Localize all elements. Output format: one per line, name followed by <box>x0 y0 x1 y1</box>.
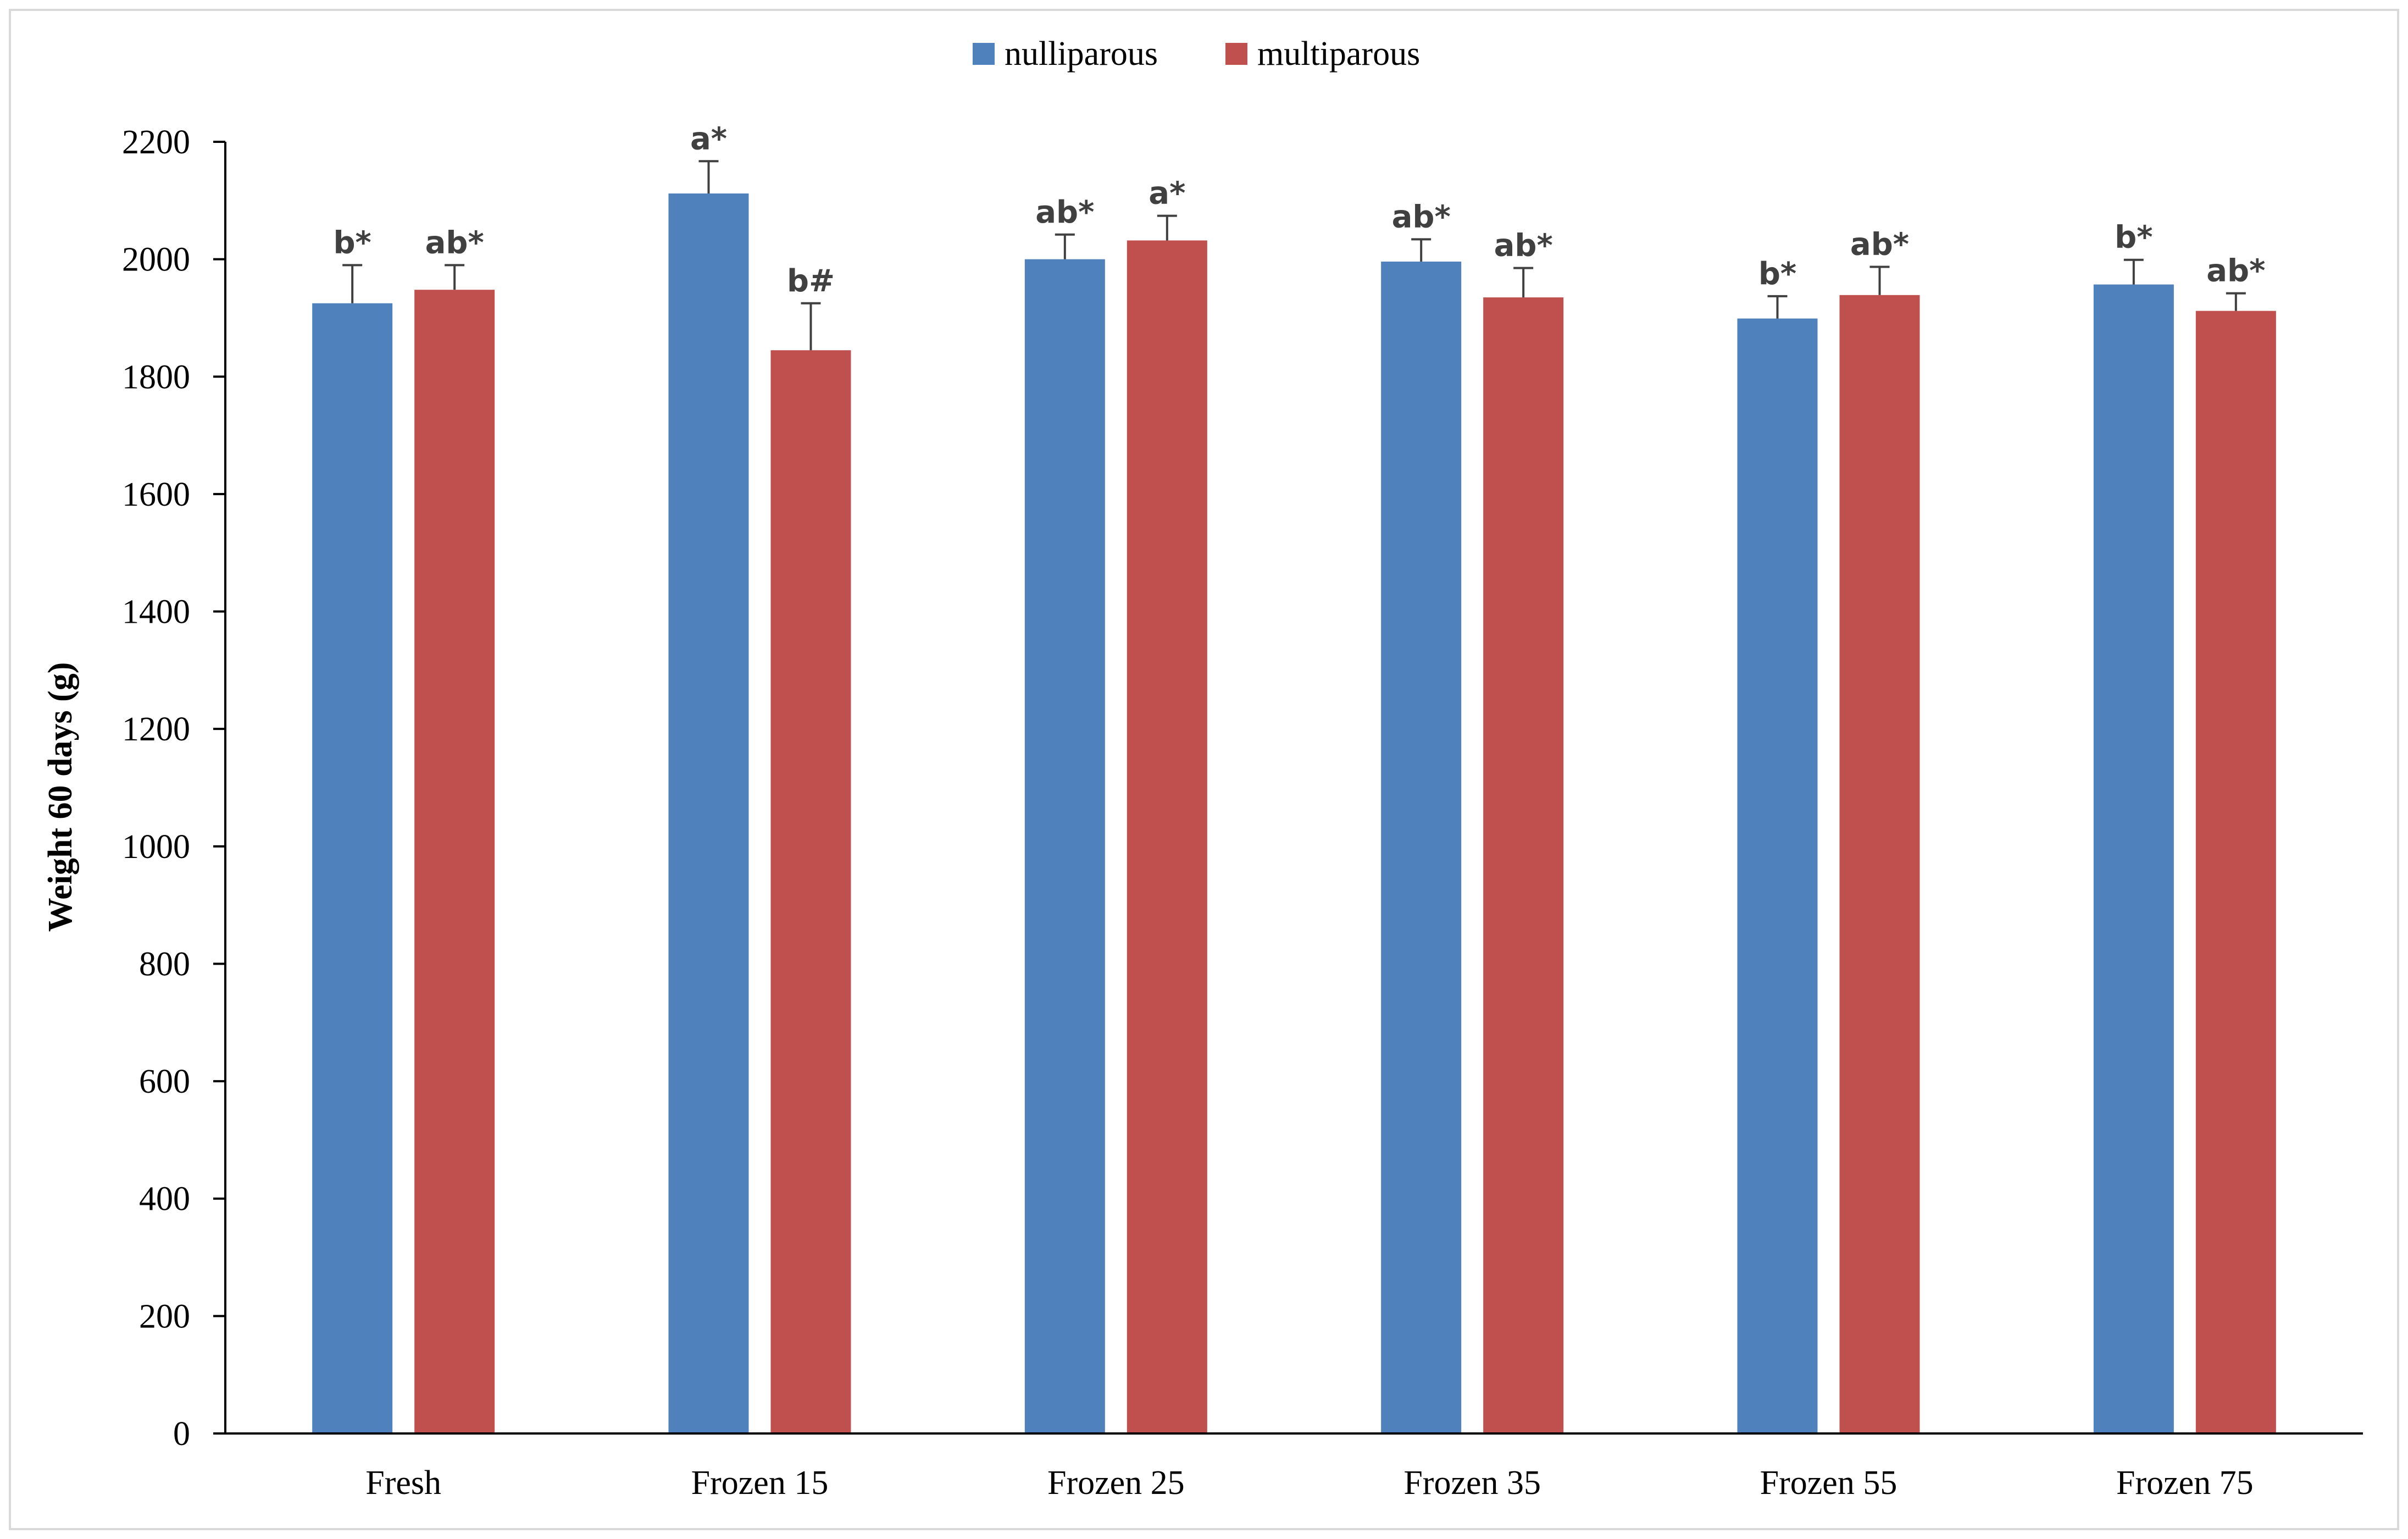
x-tick-label: Frozen 15 <box>691 1464 829 1502</box>
y-tick-label: 200 <box>139 1298 190 1335</box>
x-tick-label: Frozen 55 <box>1760 1464 1897 1502</box>
bar-nulliparous <box>312 303 393 1433</box>
bar-multiparous <box>2195 311 2276 1433</box>
bar-multiparous <box>1839 295 1920 1434</box>
legend-swatch-multiparous <box>1225 43 1247 65</box>
x-tick-label: Frozen 35 <box>1403 1464 1541 1502</box>
significance-label: ab* <box>2206 253 2265 289</box>
significance-label: b# <box>787 263 835 299</box>
bar-multiparous <box>1483 297 1564 1434</box>
significance-label: a* <box>690 121 727 157</box>
legend-label-nulliparous: nulliparous <box>1005 35 1158 73</box>
x-tick-label: Frozen 25 <box>1047 1464 1185 1502</box>
y-tick-label: 1800 <box>122 358 190 396</box>
significance-label: ab* <box>1035 195 1094 230</box>
y-tick-label: 1000 <box>122 828 190 866</box>
significance-label: ab* <box>425 225 484 261</box>
significance-label: b* <box>333 225 371 261</box>
y-tick-label: 800 <box>139 945 190 983</box>
significance-label: ab* <box>1494 228 1553 264</box>
y-tick-label: 1200 <box>122 711 190 748</box>
bar-nulliparous <box>1737 318 1818 1433</box>
y-tick-label: 2000 <box>122 241 190 279</box>
significance-label: ab* <box>1850 227 1909 263</box>
bar-multiparous <box>1127 240 1207 1433</box>
legend-swatch-nulliparous <box>973 43 995 65</box>
bar-multiparous <box>770 350 851 1433</box>
y-axis-label: Weight 60 days (g) <box>42 662 79 932</box>
x-axis: Fresh Frozen 15 Frozen 25 Frozen 35 Frozen 5… <box>225 1432 2363 1502</box>
y-tick-label: 600 <box>139 1063 190 1100</box>
y-tick-label: 1600 <box>122 476 190 513</box>
y-tick-label: 2200 <box>122 124 190 161</box>
y-axis: 0 200 400 600 800 1000 1200 1400 1600 1800 2000 220… <box>122 124 226 1453</box>
significance-label: a* <box>1148 176 1185 212</box>
bar-multiparous <box>414 290 495 1433</box>
bar-nulliparous <box>2093 284 2174 1434</box>
bars: b* ab* a* b# ab* a* ab* ab* b* ab* b* ab* <box>312 121 2276 1434</box>
bar-nulliparous <box>1024 259 1105 1434</box>
x-tick-label: Fresh <box>365 1464 441 1502</box>
bar-nulliparous <box>1381 261 1462 1433</box>
significance-label: ab* <box>1392 199 1451 235</box>
x-tick-label: Frozen 75 <box>2116 1464 2254 1502</box>
bar-nulliparous <box>668 193 749 1433</box>
legend-label-multiparous: multiparous <box>1257 35 1420 73</box>
significance-label: b* <box>1758 256 1796 292</box>
y-tick-label: 400 <box>139 1181 190 1218</box>
legend: nulliparous multiparous <box>973 35 1420 73</box>
y-tick-label: 1400 <box>122 594 190 631</box>
y-tick-label: 0 <box>173 1415 190 1453</box>
significance-label: b* <box>2115 220 2152 256</box>
